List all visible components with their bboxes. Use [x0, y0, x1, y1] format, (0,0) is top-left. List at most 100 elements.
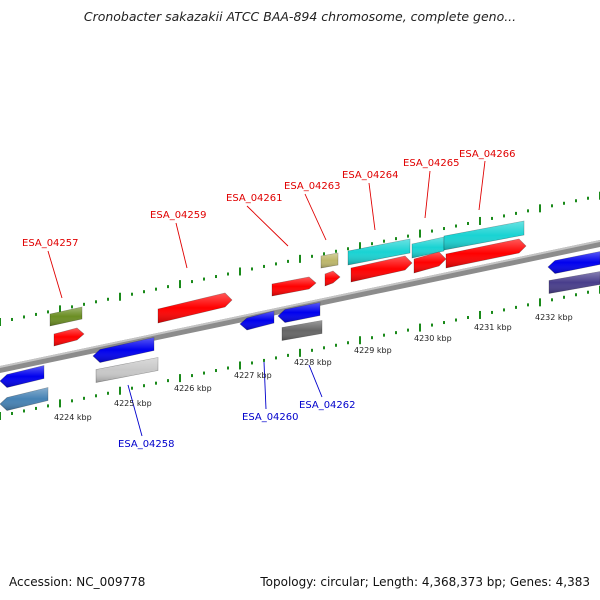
track-major-tick	[119, 386, 121, 395]
track-major-tick	[539, 298, 541, 307]
track-dot	[263, 358, 265, 362]
track-dot	[323, 346, 325, 350]
track-dot	[227, 272, 229, 276]
gene-feature-red-arrow-shading	[414, 252, 446, 273]
track-dot	[35, 406, 37, 410]
axis-tick-labels: 4224 kbp 4225 kbp 4226 kbp 4227 kbp 4228…	[54, 313, 573, 422]
track-major-tick	[479, 310, 481, 319]
gene-feature-olive-box-shading	[50, 307, 82, 326]
track-dot	[455, 318, 457, 322]
track-dot	[215, 275, 217, 279]
label-leaders	[47, 160, 486, 437]
leader-line	[308, 364, 323, 398]
gene-label[interactable]: ESA_04263	[284, 181, 341, 192]
kbp-label: 4231 kbp	[474, 323, 512, 332]
gene-label[interactable]: ESA_04258	[118, 439, 175, 450]
gene-feature-cyan-box-shading	[348, 239, 410, 265]
track-dot	[203, 371, 205, 375]
track-dot	[335, 343, 337, 347]
track-major-tick	[539, 204, 541, 213]
track-dot	[275, 356, 277, 360]
track-dot	[383, 239, 385, 243]
kbp-label: 4228 kbp	[294, 358, 332, 367]
track-major-tick	[299, 254, 301, 263]
kbp-label: 4224 kbp	[54, 413, 92, 422]
track-dot	[287, 259, 289, 263]
track-major-tick	[0, 412, 1, 420]
track-dot	[71, 305, 73, 309]
track-dot	[503, 214, 505, 218]
track-major-tick	[299, 348, 301, 357]
track-major-tick	[0, 318, 1, 326]
kbp-label: 4226 kbp	[174, 384, 212, 393]
track-dot	[131, 292, 133, 296]
gene-feature-khaki-box-shading	[321, 253, 338, 268]
gene-feature-steelblue-arrow-shading	[0, 387, 48, 411]
gene-label[interactable]: ESA_04257	[22, 238, 79, 249]
track-dot	[443, 227, 445, 231]
track-major-tick	[359, 336, 361, 345]
track-dot	[431, 229, 433, 233]
track-dot	[47, 404, 49, 408]
gene-label[interactable]: ESA_04264	[342, 170, 399, 181]
leader-line	[368, 182, 376, 231]
track-dot	[155, 381, 157, 385]
gene-features[interactable]	[0, 220, 600, 411]
track-dot	[371, 242, 373, 246]
track-dot	[455, 224, 457, 228]
track-dot	[335, 249, 337, 253]
track-dot	[251, 267, 253, 271]
gene-labels[interactable]: ESA_04257 ESA_04259 ESA_04261 ESA_04263 …	[22, 149, 516, 450]
track-dot	[467, 315, 469, 319]
track-dot	[107, 391, 109, 395]
gene-feature-red-arrow-shading	[325, 271, 340, 286]
track-dot	[383, 333, 385, 337]
gene-label[interactable]: ESA_04261	[226, 193, 283, 204]
gene-feature-lightgrey-box-shading	[96, 357, 158, 383]
track-major-tick	[419, 323, 421, 332]
kbp-label: 4225 kbp	[114, 399, 152, 408]
track-dot	[215, 369, 217, 373]
track-major-tick	[59, 305, 61, 314]
gene-label[interactable]: ESA_04262	[299, 400, 356, 411]
track-dot	[575, 293, 577, 297]
track-dot	[11, 411, 13, 415]
gene-label[interactable]: ESA_04260	[242, 412, 299, 423]
track-dot	[515, 211, 517, 215]
track-dot	[431, 323, 433, 327]
track-dot	[83, 302, 85, 306]
track-dot	[167, 285, 169, 289]
track-dot	[587, 290, 589, 294]
track-dot	[491, 216, 493, 220]
gene-label[interactable]: ESA_04266	[459, 149, 516, 160]
accession-text: Accession: NC_009778	[9, 575, 146, 589]
track-major-tick	[179, 280, 181, 289]
map-title: Cronobacter sakazakii ATCC BAA-894 chrom…	[83, 9, 517, 24]
gene-feature-cyan-box-shading	[444, 221, 524, 250]
track-dot	[323, 252, 325, 256]
track-dot	[35, 312, 37, 316]
leader-line	[246, 205, 289, 247]
track-dot	[191, 280, 193, 284]
track-dot	[95, 394, 97, 398]
track-dot	[143, 290, 145, 294]
track-dot	[563, 201, 565, 205]
track-dot	[191, 374, 193, 378]
track-dot	[371, 336, 373, 340]
track-dot	[287, 353, 289, 357]
gene-label[interactable]: ESA_04259	[150, 210, 207, 221]
track-dot	[155, 287, 157, 291]
track-dot	[551, 298, 553, 302]
track-dot	[587, 196, 589, 200]
track-major-tick	[239, 361, 241, 370]
leader-line	[47, 250, 63, 299]
track-major-tick	[479, 216, 481, 225]
track-dot	[407, 328, 409, 332]
track-major-tick	[359, 242, 361, 251]
kbp-label: 4232 kbp	[535, 313, 573, 322]
gene-feature-grey-box-shading	[282, 320, 322, 341]
track-dot	[107, 297, 109, 301]
track-dot	[467, 221, 469, 225]
gene-label[interactable]: ESA_04265	[403, 158, 460, 169]
